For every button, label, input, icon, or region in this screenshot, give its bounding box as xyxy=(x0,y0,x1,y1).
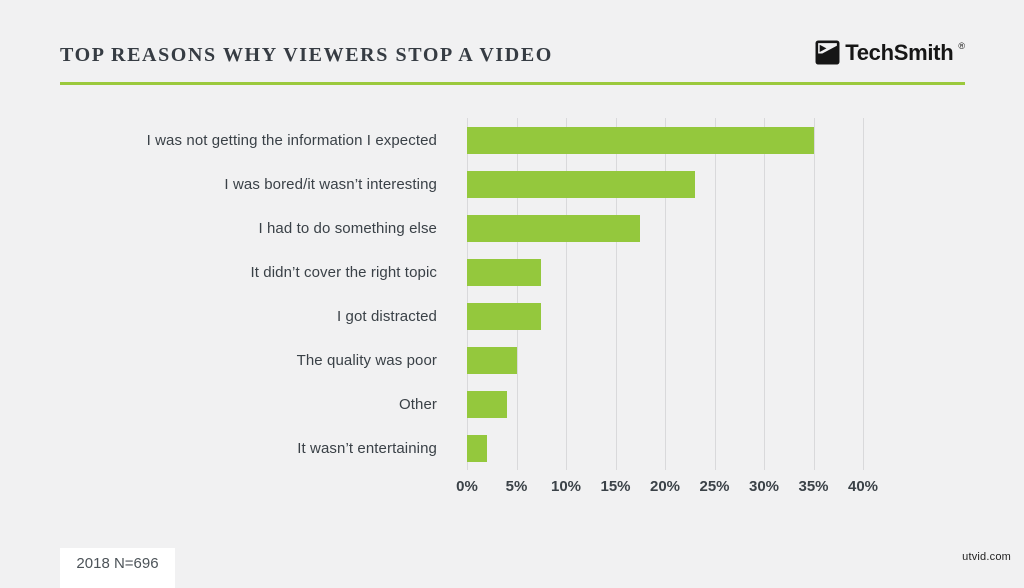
gridline xyxy=(863,118,864,470)
x-tick-label: 20% xyxy=(649,478,681,495)
bar xyxy=(467,302,542,330)
title-underline xyxy=(60,82,965,85)
category-label: Other xyxy=(398,395,437,413)
gridline xyxy=(665,118,666,470)
bar xyxy=(467,170,695,198)
bar xyxy=(467,434,487,462)
registered-trademark-symbol: ® xyxy=(958,41,965,51)
techsmith-wordmark: TechSmith xyxy=(845,40,954,65)
gridline xyxy=(764,118,765,470)
techsmith-logo: TechSmith ® xyxy=(815,40,965,70)
page-title: TOP REASONS WHY VIEWERS STOP A VIDEO xyxy=(60,43,553,66)
bar-row: I got distracted xyxy=(60,294,1010,338)
bar-row: Other xyxy=(60,382,1010,426)
header: TOP REASONS WHY VIEWERS STOP A VIDEO Tec… xyxy=(60,40,965,85)
bar-rows: I was not getting the information I expe… xyxy=(60,118,1010,470)
x-tick-label: 40% xyxy=(847,478,879,495)
x-tick-label: 10% xyxy=(550,478,582,495)
category-label: It didn’t cover the right topic xyxy=(250,263,437,281)
bar xyxy=(467,346,517,374)
x-tick-label: 25% xyxy=(699,478,730,495)
gridline xyxy=(467,118,468,470)
x-axis: 0% 5% 10% 15% 20% 25% 30% 35% 40% xyxy=(456,478,907,502)
category-label: I was not getting the information I expe… xyxy=(146,131,437,149)
gridline xyxy=(813,118,815,470)
gridline xyxy=(714,118,716,470)
category-label: The quality was poor xyxy=(296,351,437,369)
x-tick-label: 35% xyxy=(798,478,829,495)
category-label: I was bored/it wasn’t interesting xyxy=(224,175,437,193)
bar-row: I was bored/it wasn’t interesting xyxy=(60,162,1010,206)
bar xyxy=(467,390,507,418)
x-tick-label: 5% xyxy=(505,478,528,495)
bar xyxy=(467,214,641,242)
x-tick-label: 15% xyxy=(600,478,631,495)
category-label: I got distracted xyxy=(337,307,437,325)
category-label: It wasn’t entertaining xyxy=(297,439,437,457)
category-label: I had to do something else xyxy=(258,219,437,237)
gridline xyxy=(516,118,518,470)
gridlines xyxy=(467,118,907,470)
bar-row: The quality was poor xyxy=(60,338,1010,382)
techsmith-diamond-icon xyxy=(815,40,840,70)
x-tick-label: 30% xyxy=(748,478,780,495)
x-tick-label: 0% xyxy=(456,478,478,495)
bar xyxy=(467,126,814,154)
bar-row: It didn’t cover the right topic xyxy=(60,250,1010,294)
watermark: utvid.com xyxy=(962,551,1011,563)
bar-row: I was not getting the information I expe… xyxy=(60,118,1010,162)
bar xyxy=(467,258,542,286)
gridline xyxy=(615,118,617,470)
sample-size-note: 2018 N=696 xyxy=(60,548,175,588)
bar-row: I had to do something else xyxy=(60,206,1010,250)
gridline xyxy=(566,118,567,470)
bar-chart: I was not getting the information I expe… xyxy=(0,118,1024,518)
bar-row: It wasn’t entertaining xyxy=(60,426,1010,470)
